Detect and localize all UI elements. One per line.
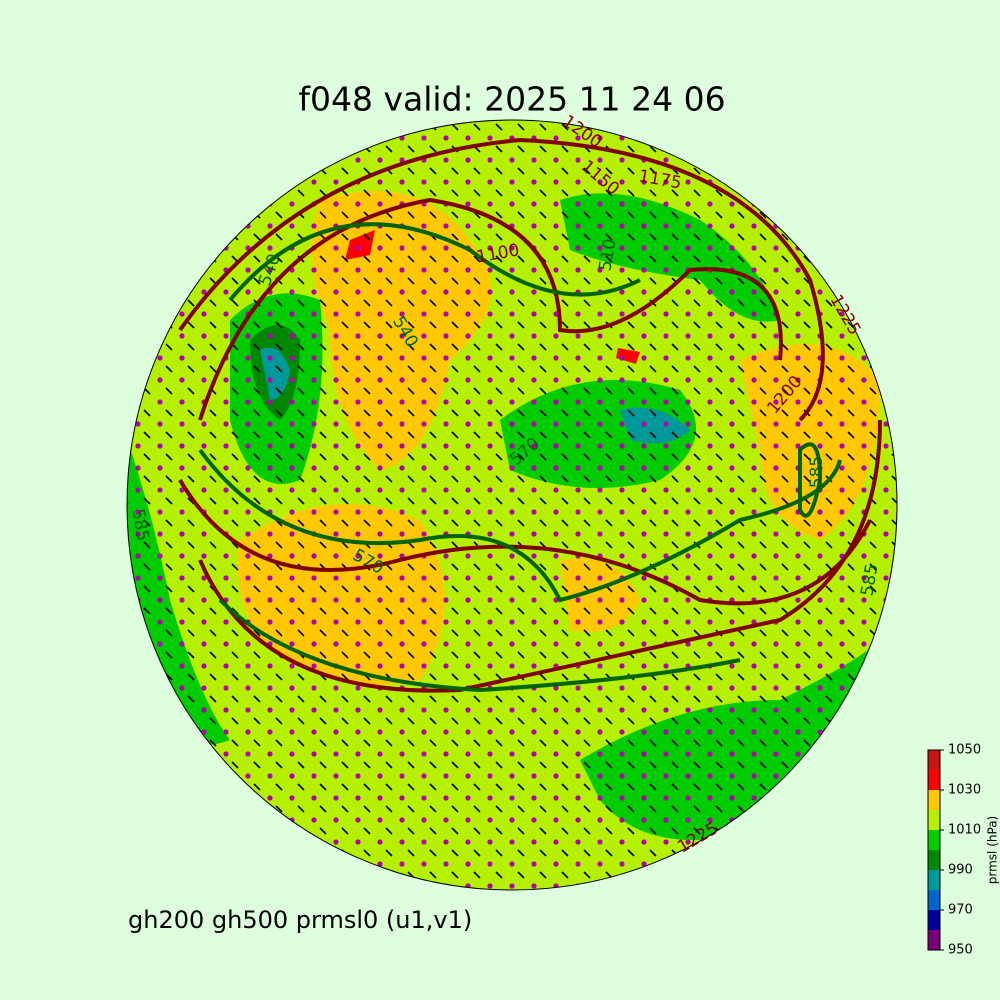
colorbar-band (928, 890, 940, 910)
colorbar-tick-label: 1050 (948, 743, 981, 758)
contour-label: 585 (807, 456, 827, 488)
colorbar-band (928, 850, 940, 870)
colorbar-tick-label: 970 (948, 903, 973, 918)
colorbar-tick-label: 950 (948, 943, 973, 958)
map-subtitle: gh200 gh500 prmsl0 (u1,v1) (128, 906, 472, 934)
colorbar-band (928, 910, 940, 930)
colorbar-band (928, 830, 940, 850)
colorbar-label: prmsl (hPa) (986, 816, 1000, 884)
colorbar-band (928, 870, 940, 890)
colorbar: 950 970 990 1010 1030 1050 prmsl (hPa) (927, 743, 1000, 958)
colorbar-frame (927, 749, 941, 951)
colorbar-band (928, 790, 940, 810)
globe-outline (126, 119, 898, 891)
colorbar-band (928, 930, 940, 950)
colorbar-tick-label: 1030 (948, 783, 981, 798)
map-title: f048 valid: 2025 11 24 06 (298, 80, 725, 119)
colorbar-tick-label: 1010 (948, 823, 981, 838)
height-contours (178, 137, 882, 693)
colorbar-tick-label: 990 (948, 863, 973, 878)
globe (127, 120, 897, 890)
colorbar-band (928, 770, 940, 790)
colorbar-band (928, 750, 940, 770)
colorbar-band (928, 810, 940, 830)
